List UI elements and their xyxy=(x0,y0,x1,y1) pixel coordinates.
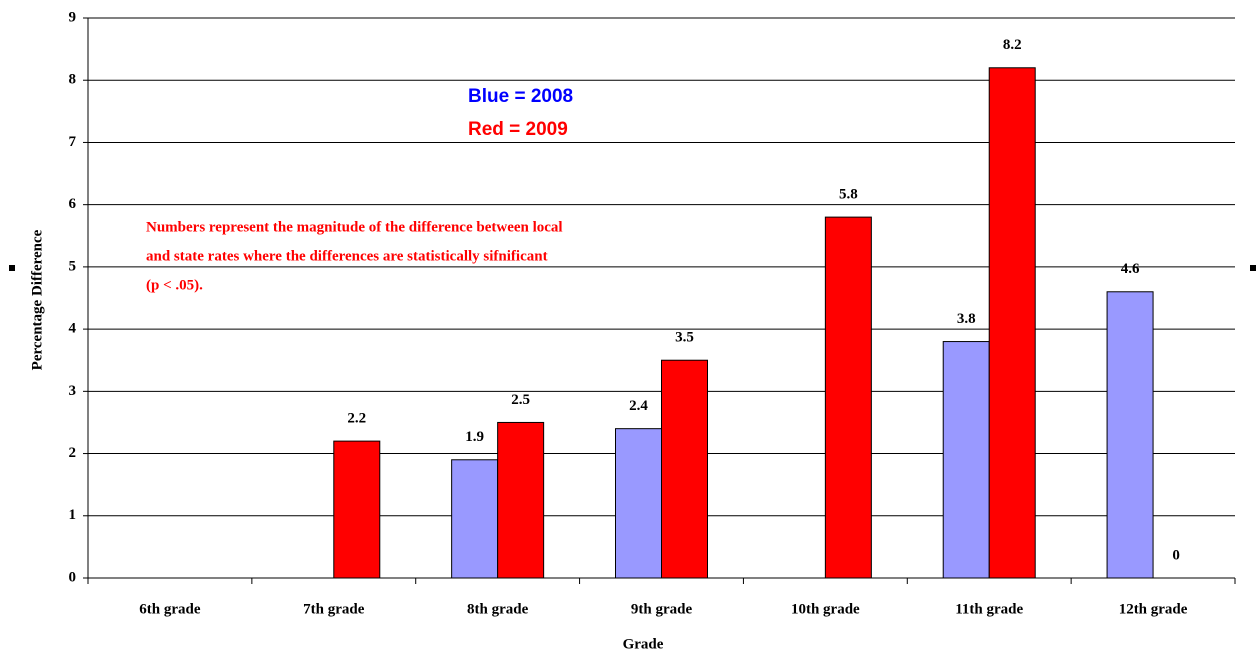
annotation: Numbers represent the magnitude of the d… xyxy=(146,219,563,235)
bar xyxy=(1106,291,1154,579)
x-tick-label: 6th grade xyxy=(139,601,201,617)
y-tick-label: 9 xyxy=(69,9,77,25)
bar xyxy=(333,440,381,579)
y-tick-label: 4 xyxy=(69,321,77,337)
y-tick-label: 7 xyxy=(69,134,77,150)
bar xyxy=(661,359,708,579)
data-label: 1.9 xyxy=(465,429,484,445)
y-tick-label: 0 xyxy=(69,569,77,585)
x-tick-label: 11th grade xyxy=(955,601,1023,617)
marker xyxy=(9,265,15,271)
y-axis-title: Percentage Difference xyxy=(29,229,45,370)
data-label: 3.5 xyxy=(675,330,694,346)
x-tick-label: 12th grade xyxy=(1119,601,1188,617)
legend-entry: Red = 2009 xyxy=(468,119,568,140)
bar xyxy=(942,341,990,579)
x-tick-label: 8th grade xyxy=(467,601,529,617)
data-label: 2.2 xyxy=(347,411,366,427)
y-tick-label: 1 xyxy=(69,507,77,523)
data-label: 0 xyxy=(1172,547,1180,563)
data-label: 2.4 xyxy=(629,398,648,414)
x-tick-label: 7th grade xyxy=(303,601,365,617)
y-tick-label: 2 xyxy=(69,445,77,461)
bar xyxy=(451,459,499,579)
bar xyxy=(824,216,872,579)
y-tick-label: 5 xyxy=(69,258,77,274)
x-tick-label: 9th grade xyxy=(631,601,693,617)
data-label: 8.2 xyxy=(1003,37,1022,53)
y-tick-label: 8 xyxy=(69,72,77,88)
data-label: 5.8 xyxy=(839,187,858,203)
annotation: and state rates where the differences ar… xyxy=(146,248,548,264)
data-label: 4.6 xyxy=(1121,261,1140,277)
bar xyxy=(988,67,1036,579)
bar xyxy=(497,421,545,579)
y-tick-label: 6 xyxy=(69,196,77,212)
x-axis-title: Grade xyxy=(623,636,664,652)
annotation: (p < .05). xyxy=(146,277,203,293)
legend-entry: Blue = 2008 xyxy=(468,86,573,107)
marker xyxy=(1250,265,1256,271)
y-tick-label: 3 xyxy=(69,383,77,399)
data-label: 2.5 xyxy=(511,392,530,408)
x-tick-label: 10th grade xyxy=(791,601,860,617)
data-label: 3.8 xyxy=(957,311,976,327)
bar xyxy=(615,428,662,579)
